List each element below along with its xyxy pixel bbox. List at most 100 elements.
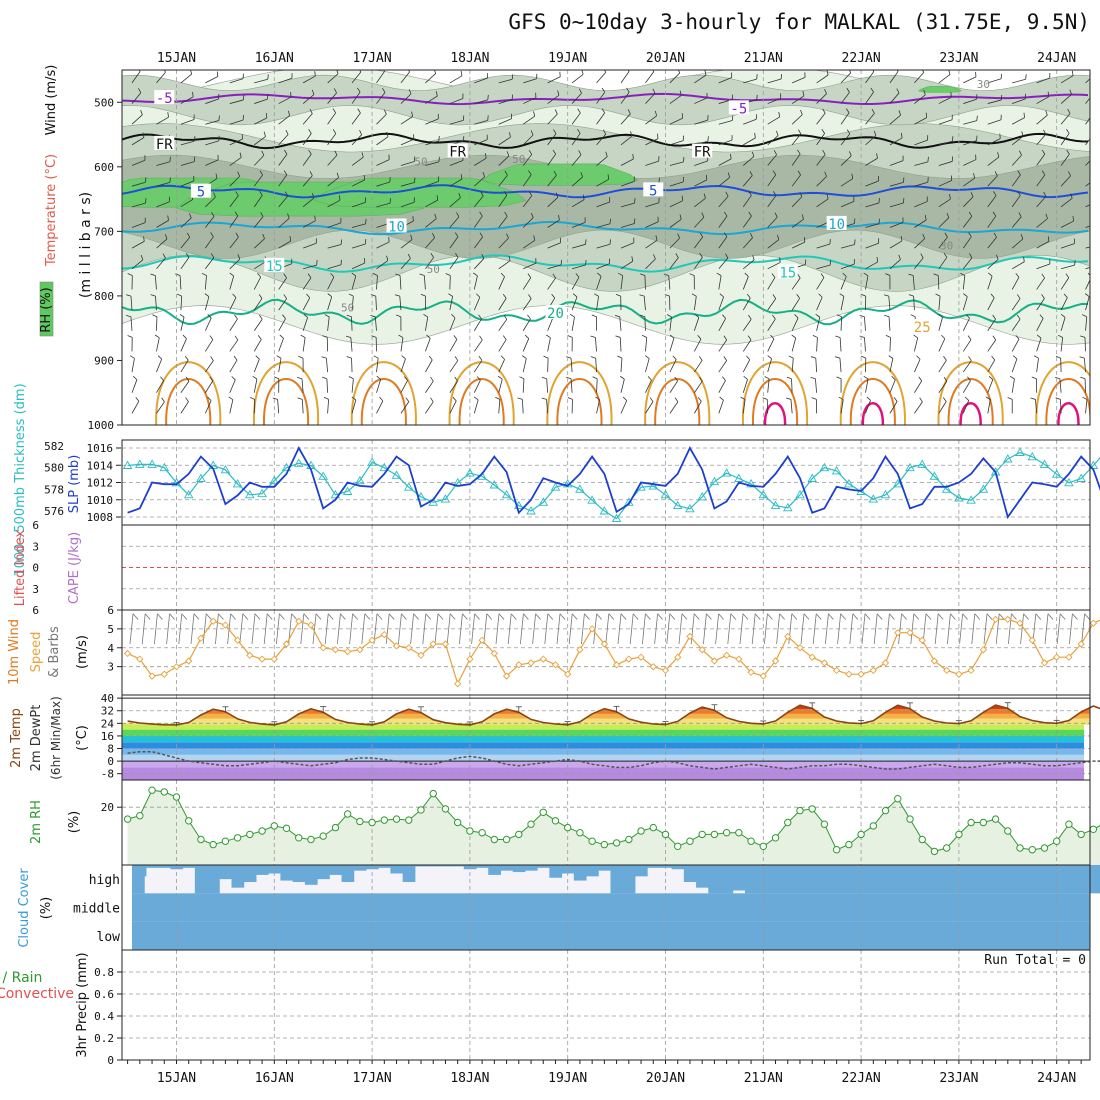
upper-wind-barb — [425, 140, 439, 146]
wind10m-barb — [947, 613, 951, 645]
isotherm-surface-loop — [742, 361, 809, 425]
wind10m-axis-label: (m/s) — [75, 635, 90, 669]
rh2m-marker — [233, 834, 242, 842]
cloud-high-cell — [610, 865, 624, 894]
cloud-high-cell — [965, 865, 978, 894]
upper-wind-barb — [1011, 298, 1021, 311]
temp-warm-band — [127, 713, 1090, 719]
upper-wind-barb — [644, 275, 646, 290]
upper-wind-barb — [156, 380, 164, 393]
cloud-layer-row — [132, 921, 1090, 950]
upper-wind-barb — [995, 254, 999, 260]
upper-wind-barb — [162, 253, 166, 259]
thickness-marker — [697, 491, 707, 501]
upper-wind-barb — [131, 137, 145, 146]
upper-wind-barb — [645, 239, 658, 249]
upper-wind-barb — [412, 216, 414, 222]
temp-warm-band — [127, 709, 1090, 714]
upper-wind-barb — [1012, 117, 1025, 125]
upper-wind-barb — [1082, 396, 1088, 400]
upper-wind-barb — [473, 215, 483, 228]
upper-wind-barb — [596, 272, 602, 277]
upper-wind-barb — [721, 376, 726, 381]
upper-wind-barb — [943, 252, 948, 258]
thickness-marker — [538, 497, 549, 506]
upper-wind-barb — [938, 119, 953, 125]
upper-wind-barb — [596, 223, 611, 228]
wind10m-marker — [172, 663, 181, 671]
upper-wind-barb — [634, 198, 636, 204]
upper-wind-barb — [454, 376, 458, 382]
upper-wind-barb — [547, 242, 561, 249]
upper-wind-barb — [474, 139, 488, 146]
upper-wind-barb — [1009, 376, 1015, 380]
upper-wind-barb — [382, 87, 386, 93]
thickness-marker — [672, 500, 683, 510]
upper-wind-barb — [351, 134, 362, 146]
upper-wind-barb — [566, 356, 572, 359]
upper-wind-barb — [669, 257, 679, 270]
upper-wind-barb — [433, 70, 437, 74]
upper-wind-barb — [474, 157, 487, 166]
upper-wind-barb — [229, 258, 241, 270]
upper-wind-barb — [1043, 191, 1047, 197]
wind10m-barb — [983, 613, 988, 645]
wind10m-marker — [233, 636, 242, 644]
rh2m-marker — [869, 822, 878, 830]
upper-wind-barb — [533, 235, 536, 241]
upper-wind-barb — [674, 397, 679, 403]
upper-wind-barb — [839, 337, 842, 352]
upper-wind-barb — [327, 293, 332, 298]
upper-wind-barb — [216, 71, 219, 77]
rh2m-marker — [1016, 844, 1024, 852]
upper-wind-barb — [938, 257, 948, 270]
upper-wind-barb — [900, 235, 903, 242]
rh2m-marker — [991, 815, 1000, 823]
upper-wind-barb — [1011, 135, 1024, 146]
upper-wind-barb — [993, 191, 997, 196]
upper-wind-barb — [322, 335, 328, 338]
wind10m-barb — [434, 613, 439, 645]
upper-wind-barb — [778, 111, 781, 117]
upper-wind-barb — [645, 115, 657, 125]
wind10m-marker — [686, 632, 694, 641]
upper-wind-barb — [851, 173, 854, 179]
upper-wind-barb — [131, 379, 138, 393]
upper-wind-barb — [154, 275, 157, 290]
wind10m-tick-label: 4 — [107, 642, 114, 655]
upper-wind-barb — [521, 355, 527, 359]
upper-wind-barb — [816, 337, 818, 352]
upper-wind-barb — [767, 135, 779, 146]
thickness-marker — [1003, 454, 1013, 463]
upper-wind-barb — [498, 276, 505, 290]
upper-wind-barb — [889, 358, 894, 373]
wind10m-barb — [849, 613, 854, 645]
wind10m-marker — [796, 644, 804, 652]
wind10m-barb — [1011, 613, 1017, 620]
wind10m-barb — [959, 613, 963, 645]
upper-wind-barb — [555, 192, 559, 198]
upper-wind-barb — [164, 234, 168, 240]
upper-wind-barb — [677, 233, 681, 239]
wind10m-barb — [776, 613, 780, 645]
temp-color-band — [122, 761, 1084, 768]
upper-wind-barb — [533, 111, 536, 117]
upper-wind-barb — [645, 202, 659, 208]
upper-wind-barb — [742, 276, 749, 290]
wind10m-barb — [364, 613, 371, 620]
upper-wind-barb — [351, 156, 364, 166]
rh2m-marker — [710, 830, 719, 839]
cloud-high-cell — [182, 865, 196, 868]
upper-wind-barb — [767, 239, 780, 249]
rh-contour-label: 30 — [940, 240, 953, 253]
cloud-layer-row — [132, 893, 1090, 922]
wind10m-barb — [459, 613, 463, 645]
upper-wind-barb — [232, 293, 237, 298]
upper-wind-barb — [900, 132, 903, 138]
wind10m-barb — [815, 613, 822, 620]
upper-wind-barb — [752, 255, 755, 261]
upper-wind-barb — [204, 293, 210, 297]
upper-wind-barb — [278, 277, 287, 290]
upper-wind-barb — [914, 359, 921, 373]
upper-wind-barb — [689, 273, 695, 276]
